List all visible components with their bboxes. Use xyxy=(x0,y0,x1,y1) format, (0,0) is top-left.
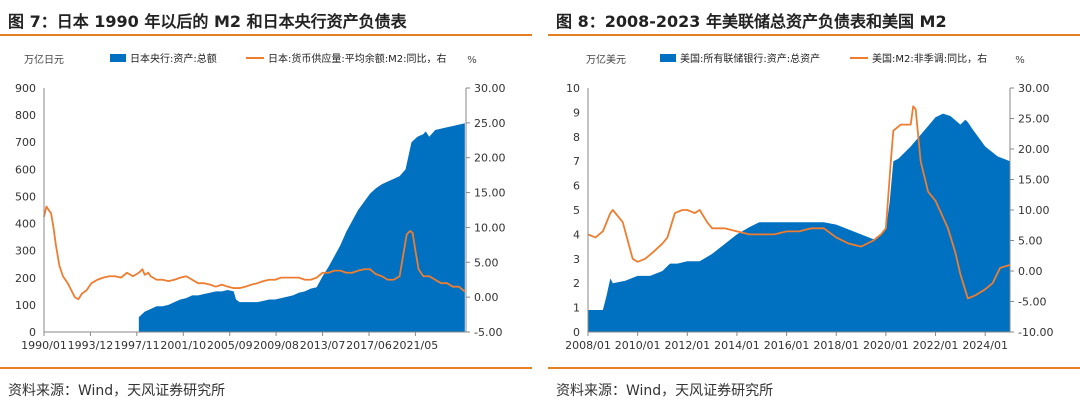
x-tick-label: 1997/11 xyxy=(114,339,160,352)
legend-label: 美国:M2:非季调:同比，右 xyxy=(872,52,987,65)
x-tick-label: 2021/05 xyxy=(393,339,439,352)
y-left-tick-label: 0 xyxy=(29,326,36,339)
y-right-tick-label: 10.00 xyxy=(474,221,506,234)
x-tick-label: 2018/01 xyxy=(813,339,859,352)
x-tick-label: 2020/01 xyxy=(863,339,909,352)
legend-label: 日本央行:资产:总额 xyxy=(130,52,217,65)
y-left-tick-label: 5 xyxy=(573,204,580,217)
y-left-tick-label: 4 xyxy=(573,228,580,241)
chart-figure-7: 万亿日元 % 日本央行:资产:总额 日本:货币供应量:平均余额:M2:同比，右 0 100… xyxy=(15,52,506,352)
y-right-tick-label: 0.00 xyxy=(1018,265,1043,278)
legend-label: 日本:货币供应量:平均余额:M2:同比，右 xyxy=(268,52,446,65)
y-right-tick-label: 5.00 xyxy=(474,256,499,269)
source-note: 资料来源：Wind，天风证券研究所 xyxy=(8,383,226,399)
y-left-tick-label: 9 xyxy=(573,106,580,119)
y-left-tick-label: 400 xyxy=(15,218,36,231)
y-left-tick-label: 10 xyxy=(566,82,580,95)
x-tick-label: 2014/01 xyxy=(714,339,760,352)
y-right-tick-label: 25.00 xyxy=(474,117,506,130)
y-left-tick-label: 700 xyxy=(15,136,36,149)
source-note: 资料来源：Wind，天风证券研究所 xyxy=(556,383,774,399)
title-rule xyxy=(548,34,1080,36)
left-axis-unit: 万亿日元 xyxy=(24,53,64,66)
x-tick-label: 2016/01 xyxy=(764,339,810,352)
y-right-tick-label: -5.00 xyxy=(1018,296,1046,309)
y-left-tick-label: 7 xyxy=(573,155,580,168)
y-left-tick-label: 6 xyxy=(573,180,580,193)
legend-swatch-area xyxy=(660,54,676,62)
x-tick-label: 2024/01 xyxy=(962,339,1008,352)
y-right-tick-label: 5.00 xyxy=(1018,235,1043,248)
y-right-tick-label: 20.00 xyxy=(1018,143,1050,156)
x-tick-label: 2022/01 xyxy=(913,339,959,352)
y-right-tick-label: 20.00 xyxy=(474,152,506,165)
y-right-tick-label: 0.00 xyxy=(474,291,499,304)
y-left-tick-label: 800 xyxy=(15,109,36,122)
series-line-m2-yoy xyxy=(587,105,1011,300)
y-right-tick-label: 15.00 xyxy=(474,187,506,200)
figure-8-panel: 图 8：2008-2023 年美联储总资产负债表和美国 M2 万亿美元% 美国:所… xyxy=(548,0,1080,413)
legend-swatch-area xyxy=(110,54,126,62)
series-area-balance-sheet xyxy=(138,123,465,332)
y-right-tick-label: 25.00 xyxy=(1018,113,1050,126)
series-area-balance-sheet xyxy=(588,113,1010,333)
figure-title: 图 8：2008-2023 年美联储总资产负债表和美国 M2 xyxy=(556,12,947,31)
source-rule xyxy=(548,367,1080,369)
y-left-tick-label: 600 xyxy=(15,163,36,176)
y-right-tick-label: 10.00 xyxy=(1018,204,1050,217)
y-left-tick-label: 8 xyxy=(573,131,580,144)
y-right-tick-label: -5.00 xyxy=(474,326,502,339)
y-left-tick-label: 200 xyxy=(15,272,36,285)
y-left-tick-label: 500 xyxy=(15,190,36,203)
left-axis-unit: 万亿美元 xyxy=(586,53,626,66)
x-tick-label: 1990/01 xyxy=(21,339,67,352)
chart-figure-8: 万亿美元 % 美国:所有联储银行:资产:总资产 美国:M2:非季调:同比，右 0 1 2 3 4… xyxy=(565,52,1053,352)
x-tick-label: 2009/08 xyxy=(253,339,299,352)
figure-title: 图 7：日本 1990 年以后的 M2 和日本央行资产负债表 xyxy=(8,12,407,31)
x-tick-label: 2001/10 xyxy=(160,339,206,352)
y-left-tick-label: 2 xyxy=(573,277,580,290)
y-left-tick-label: 3 xyxy=(573,253,580,266)
x-tick-label: 2013/07 xyxy=(300,339,346,352)
figure-7-panel: 图 7：日本 1990 年以后的 M2 和日本央行资产负债表 万亿日元% 日本央行… xyxy=(0,0,532,413)
series-line-m2-yoy xyxy=(43,205,466,301)
x-tick-label: 2017/06 xyxy=(346,339,392,352)
right-axis-unit: % xyxy=(467,55,477,66)
source-rule xyxy=(0,367,532,369)
y-left-tick-label: 300 xyxy=(15,245,36,258)
x-tick-label: 2008/01 xyxy=(565,339,611,352)
y-right-tick-label: -10.00 xyxy=(1018,326,1053,339)
legend-label: 美国:所有联储银行:资产:总资产 xyxy=(680,52,820,65)
x-tick-label: 2010/01 xyxy=(615,339,661,352)
y-right-tick-label: 30.00 xyxy=(474,82,506,95)
x-tick-label: 2012/01 xyxy=(664,339,710,352)
y-left-tick-label: 900 xyxy=(15,82,36,95)
y-left-tick-label: 100 xyxy=(15,299,36,312)
right-axis-unit: % xyxy=(1015,55,1025,66)
y-right-tick-label: 30.00 xyxy=(1018,82,1050,95)
x-tick-label: 1993/12 xyxy=(68,339,114,352)
y-left-tick-label: 1 xyxy=(573,302,580,315)
title-rule xyxy=(0,34,532,36)
x-tick-label: 2005/09 xyxy=(207,339,253,352)
y-right-tick-label: 15.00 xyxy=(1018,174,1050,187)
y-left-tick-label: 0 xyxy=(573,326,580,339)
